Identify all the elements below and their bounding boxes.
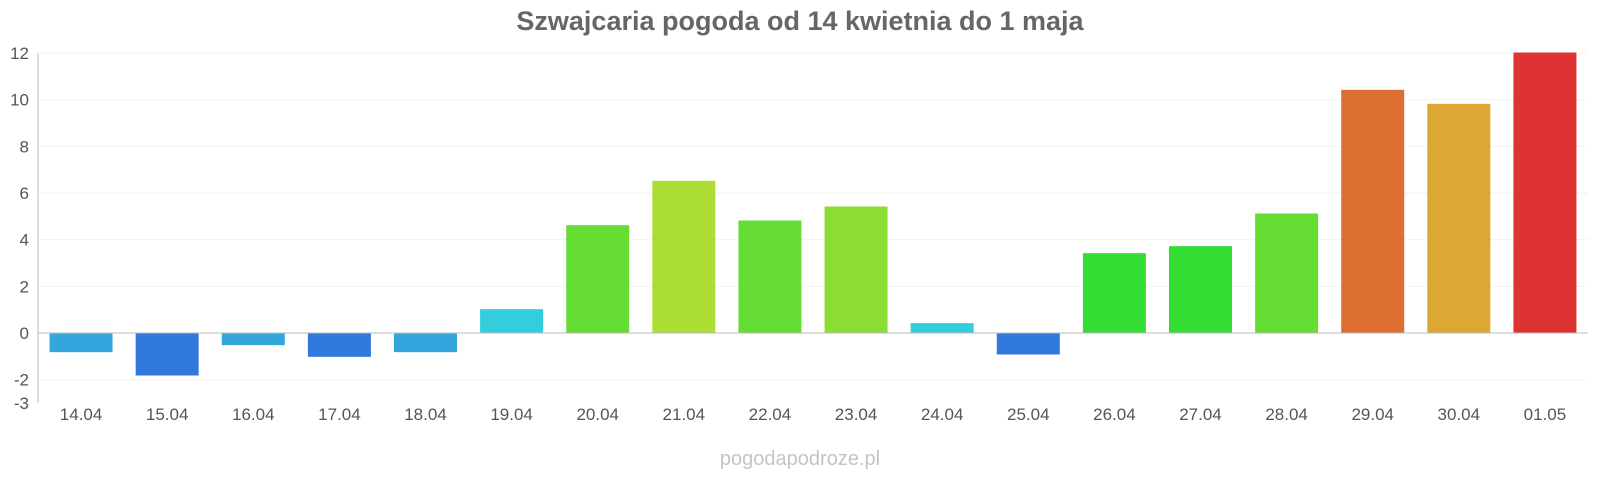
bar [480, 309, 544, 334]
bar [49, 332, 113, 353]
y-tick-label: 12 [10, 44, 29, 63]
bar [307, 332, 371, 357]
y-tick-label: 2 [20, 277, 29, 296]
x-tick-label: 16.04 [232, 405, 275, 424]
bar [394, 332, 457, 353]
x-tick-label: 22.04 [749, 405, 792, 424]
chart-title: Szwajcaria pogoda od 14 kwietnia do 1 ma… [516, 6, 1084, 36]
y-tick-label: 4 [20, 231, 29, 250]
x-tick-label: 15.04 [146, 405, 189, 424]
y-tick-label: -2 [14, 371, 29, 390]
watermark: pogodapodroze.pl [719, 448, 881, 470]
x-tick-label: 28.04 [1265, 405, 1308, 424]
y-tick-label: -3 [14, 394, 29, 413]
x-tick-label: 25.04 [1007, 405, 1050, 424]
bar [221, 332, 285, 346]
bar [1169, 246, 1232, 334]
bars [49, 52, 1577, 376]
bar [1082, 253, 1146, 334]
x-tick-label: 27.04 [1179, 405, 1222, 424]
y-tick-label: 6 [20, 184, 29, 203]
axes [37, 53, 1588, 403]
bar [1341, 89, 1405, 334]
x-tick-label: 17.04 [318, 405, 361, 424]
bar [652, 180, 716, 334]
x-tick-label: 19.04 [490, 405, 533, 424]
x-tick-label: 30.04 [1438, 405, 1481, 424]
x-tick-label: 24.04 [921, 405, 964, 424]
y-tick-label: 8 [20, 137, 29, 156]
grid-lines [38, 52, 1588, 381]
bar [824, 206, 888, 334]
x-tick-label: 21.04 [663, 405, 706, 424]
bar [566, 225, 630, 334]
bar [1255, 213, 1319, 334]
x-tick-label: 20.04 [576, 405, 619, 424]
bar [1427, 103, 1491, 334]
y-tick-label: 0 [20, 324, 29, 343]
y-tick-labels: -3 -2 0 2 4 6 8 10 12 [10, 44, 29, 413]
bar [738, 220, 802, 334]
bar [910, 323, 974, 334]
bar [135, 332, 199, 376]
x-tick-label: 23.04 [835, 405, 878, 424]
y-tick-label: 10 [10, 91, 29, 110]
bar [1513, 52, 1577, 334]
x-tick-label: 14.04 [60, 405, 103, 424]
x-tick-label: 29.04 [1351, 405, 1394, 424]
x-tick-label: 01.05 [1524, 405, 1567, 424]
bar [996, 332, 1060, 355]
x-tick-label: 26.04 [1093, 405, 1136, 424]
x-tick-labels: 14.04 15.04 16.04 17.04 18.04 19.04 20.04 21.04… [60, 405, 1566, 424]
x-tick-label: 18.04 [404, 405, 447, 424]
